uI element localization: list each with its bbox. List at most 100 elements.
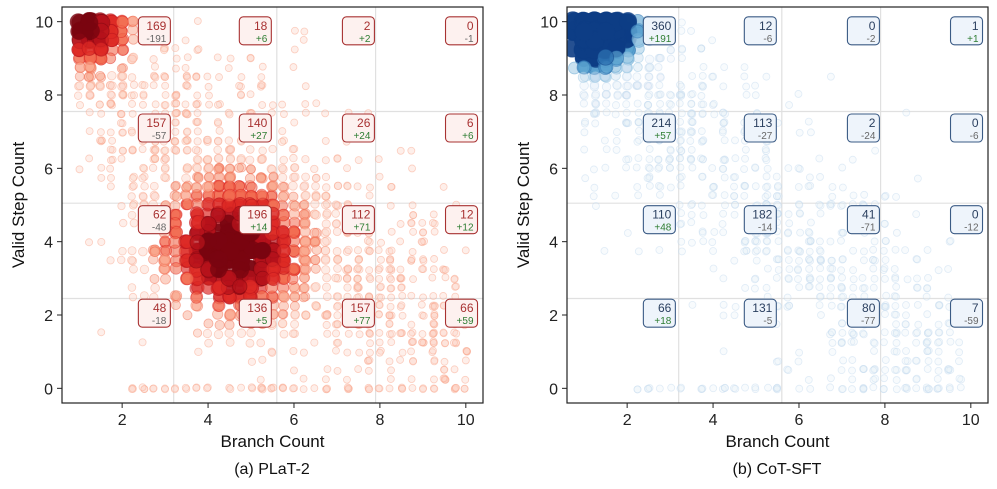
plat2-point xyxy=(193,17,202,25)
plat2-point xyxy=(387,227,396,236)
plat2-point xyxy=(386,201,395,210)
plat2-point xyxy=(365,191,374,200)
plat2-point xyxy=(278,164,288,174)
cotsft-point xyxy=(601,89,611,99)
plat2-point xyxy=(140,182,149,191)
plat2-point xyxy=(407,320,416,329)
plat2-point xyxy=(288,329,298,338)
plat2-point xyxy=(396,220,405,228)
cotsft-point xyxy=(763,264,772,273)
cotsft-point xyxy=(655,190,664,199)
plat2-point xyxy=(225,337,235,347)
plat2-point xyxy=(83,72,94,83)
plat2-annotation-count: 6 xyxy=(467,116,474,130)
plat2-point xyxy=(409,275,417,284)
cotsft-point xyxy=(675,173,684,182)
cotsft-point xyxy=(783,245,792,254)
cotsft-point xyxy=(762,72,771,81)
cotsft-point xyxy=(721,383,729,392)
plat2-point xyxy=(226,54,235,63)
cotsft-point xyxy=(837,366,846,375)
plat2-point xyxy=(409,337,418,346)
cotsft-point xyxy=(849,275,858,284)
cotsft-point xyxy=(924,273,932,282)
cotsft-point xyxy=(697,44,706,53)
plat2-point xyxy=(181,63,190,72)
cotsft-point xyxy=(912,384,921,393)
cotsft-point xyxy=(591,89,601,99)
plat2-point xyxy=(322,320,331,330)
plat2-annotation-9: 196+14 xyxy=(238,205,272,235)
plat2-annotation-count: 140 xyxy=(247,116,267,130)
plat2-point xyxy=(117,154,126,163)
cotsft-annotation-count: 110 xyxy=(652,208,671,222)
plat2-point xyxy=(226,385,235,393)
cotsft-point xyxy=(871,374,880,383)
cotsft-point xyxy=(698,172,706,181)
cotsft-point xyxy=(718,220,727,228)
cotsft-annotation-8: 110+48 xyxy=(642,205,676,235)
plat2-annotation-count: 136 xyxy=(247,301,267,315)
cotsft-point xyxy=(720,63,729,72)
plat2-point xyxy=(300,27,309,36)
plat2-ytick-label: 4 xyxy=(44,235,53,252)
plat2-point xyxy=(311,301,321,310)
plat2-point xyxy=(183,73,192,82)
plat2-point xyxy=(201,181,213,193)
plat2-point xyxy=(224,136,233,145)
cotsft-point xyxy=(611,191,620,200)
plat2-point xyxy=(343,274,352,284)
plat2-point xyxy=(266,272,281,287)
plat2-point xyxy=(171,191,182,202)
plat2-point xyxy=(407,255,416,264)
plat2-point xyxy=(398,291,407,300)
cotsft-point xyxy=(924,328,933,337)
cotsft-point xyxy=(622,100,631,109)
plat2-point xyxy=(355,330,364,339)
cotsft-annotation-count: 113 xyxy=(753,116,772,130)
cotsft-point xyxy=(720,136,729,145)
cotsft-point xyxy=(774,237,783,246)
cotsft-point xyxy=(890,265,899,273)
plat2-point xyxy=(127,15,139,27)
plat2-point xyxy=(290,118,299,127)
cotsft-point xyxy=(688,90,697,98)
cotsft-point xyxy=(944,365,953,374)
cotsft-point xyxy=(944,293,953,302)
plat2-point xyxy=(289,346,298,356)
cotsft-annotation-box xyxy=(846,298,880,328)
plat2-point xyxy=(461,246,470,255)
plat2-point xyxy=(128,182,137,191)
plat2-point xyxy=(408,384,417,392)
cotsft-point xyxy=(891,302,900,310)
plat2-point xyxy=(193,173,204,184)
cotsft-point xyxy=(601,82,612,92)
cotsft-point xyxy=(826,72,835,81)
plat2-annotation-box xyxy=(444,113,479,143)
cotsft-point xyxy=(912,338,921,347)
plat2-point xyxy=(409,357,417,366)
cotsft-annotation-delta: +191 xyxy=(649,34,672,45)
plat2-point xyxy=(309,227,320,238)
cotsft-annotation-7: 0-6 xyxy=(949,113,984,143)
cotsft-point xyxy=(902,347,910,355)
plat2-point xyxy=(366,348,374,357)
cotsft-point xyxy=(687,156,695,164)
cotsft-point xyxy=(623,229,632,237)
plat2-point xyxy=(108,136,117,145)
plat2-point xyxy=(299,199,310,210)
cotsft-point xyxy=(697,92,706,100)
cotsft-point xyxy=(676,154,685,163)
cotsft-point xyxy=(901,357,910,365)
cotsft-point xyxy=(621,62,632,74)
plat2-point xyxy=(232,278,248,295)
cotsft-point xyxy=(774,181,782,190)
plat2-point xyxy=(320,255,331,265)
cotsft-point xyxy=(924,384,933,393)
plat2-point xyxy=(149,181,159,191)
plat2-point xyxy=(75,165,84,174)
plat2-point xyxy=(299,385,308,394)
plat2-point xyxy=(299,35,308,44)
cotsft-point xyxy=(730,256,739,265)
plat2-point xyxy=(289,153,298,163)
